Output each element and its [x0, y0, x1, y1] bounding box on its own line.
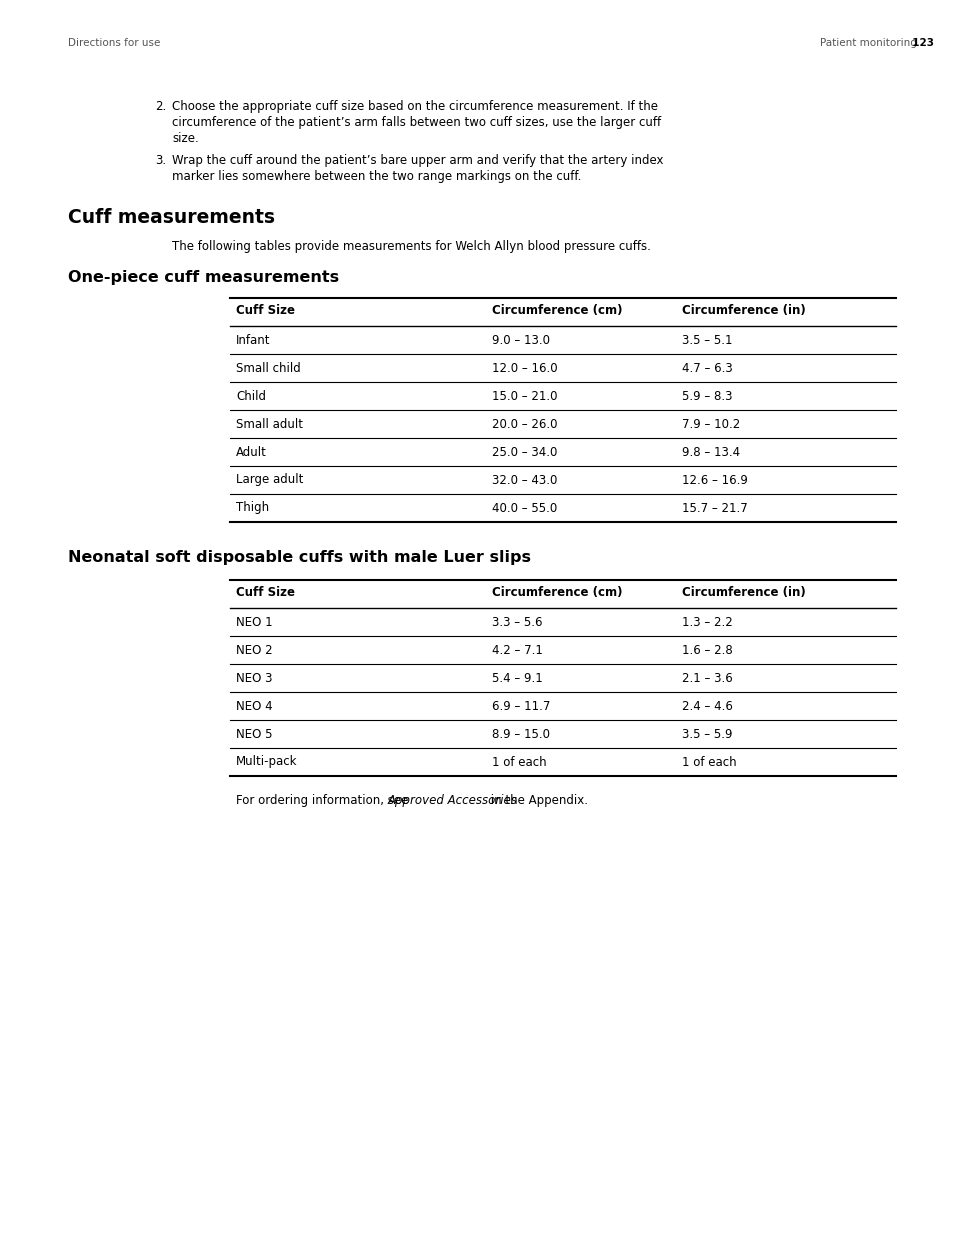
Text: One-piece cuff measurements: One-piece cuff measurements	[68, 270, 338, 285]
Text: Cuff measurements: Cuff measurements	[68, 207, 274, 227]
Text: Infant: Infant	[235, 333, 271, 347]
Text: 25.0 – 34.0: 25.0 – 34.0	[492, 446, 558, 458]
Text: For ordering information, see: For ordering information, see	[235, 794, 412, 806]
Text: 6.9 – 11.7: 6.9 – 11.7	[492, 699, 550, 713]
Text: 9.0 – 13.0: 9.0 – 13.0	[492, 333, 550, 347]
Text: NEO 2: NEO 2	[235, 643, 273, 657]
Text: 1.6 – 2.8: 1.6 – 2.8	[681, 643, 732, 657]
Text: 3.: 3.	[154, 154, 166, 167]
Text: 5.4 – 9.1: 5.4 – 9.1	[492, 672, 542, 684]
Text: 4.7 – 6.3: 4.7 – 6.3	[681, 362, 732, 374]
Text: Circumference (cm): Circumference (cm)	[492, 587, 622, 599]
Text: Circumference (in): Circumference (in)	[681, 587, 805, 599]
Text: 15.7 – 21.7: 15.7 – 21.7	[681, 501, 747, 515]
Text: 12.6 – 16.9: 12.6 – 16.9	[681, 473, 747, 487]
Text: Patient monitoring: Patient monitoring	[820, 38, 916, 48]
Text: Small adult: Small adult	[235, 417, 303, 431]
Text: 1 of each: 1 of each	[492, 756, 546, 768]
Text: 12.0 – 16.0: 12.0 – 16.0	[492, 362, 558, 374]
Text: Circumference (cm): Circumference (cm)	[492, 304, 622, 317]
Text: size.: size.	[172, 132, 198, 144]
Text: 1.3 – 2.2: 1.3 – 2.2	[681, 615, 732, 629]
Text: Circumference (in): Circumference (in)	[681, 304, 805, 317]
Text: Wrap the cuff around the patient’s bare upper arm and verify that the artery ind: Wrap the cuff around the patient’s bare …	[172, 154, 662, 167]
Text: Choose the appropriate cuff size based on the circumference measurement. If the: Choose the appropriate cuff size based o…	[172, 100, 658, 112]
Text: 2.4 – 4.6: 2.4 – 4.6	[681, 699, 732, 713]
Text: NEO 5: NEO 5	[235, 727, 273, 741]
Text: Cuff Size: Cuff Size	[235, 587, 294, 599]
Text: 8.9 – 15.0: 8.9 – 15.0	[492, 727, 550, 741]
Text: in the Appendix.: in the Appendix.	[487, 794, 588, 806]
Text: 3.3 – 5.6: 3.3 – 5.6	[492, 615, 542, 629]
Text: The following tables provide measurements for Welch Allyn blood pressure cuffs.: The following tables provide measurement…	[172, 240, 650, 253]
Text: circumference of the patient’s arm falls between two cuff sizes, use the larger : circumference of the patient’s arm falls…	[172, 116, 660, 128]
Text: NEO 4: NEO 4	[235, 699, 273, 713]
Text: Approved Accessories: Approved Accessories	[387, 794, 517, 806]
Text: 123: 123	[904, 38, 933, 48]
Text: marker lies somewhere between the two range markings on the cuff.: marker lies somewhere between the two ra…	[172, 170, 580, 183]
Text: 2.: 2.	[154, 100, 166, 112]
Text: NEO 3: NEO 3	[235, 672, 273, 684]
Text: 40.0 – 55.0: 40.0 – 55.0	[492, 501, 558, 515]
Text: 2.1 – 3.6: 2.1 – 3.6	[681, 672, 732, 684]
Text: 5.9 – 8.3: 5.9 – 8.3	[681, 389, 732, 403]
Text: 7.9 – 10.2: 7.9 – 10.2	[681, 417, 740, 431]
Text: Directions for use: Directions for use	[68, 38, 160, 48]
Text: Neonatal soft disposable cuffs with male Luer slips: Neonatal soft disposable cuffs with male…	[68, 550, 531, 564]
Text: Adult: Adult	[235, 446, 267, 458]
Text: Large adult: Large adult	[235, 473, 303, 487]
Text: 4.2 – 7.1: 4.2 – 7.1	[492, 643, 542, 657]
Text: Child: Child	[235, 389, 266, 403]
Text: 3.5 – 5.9: 3.5 – 5.9	[681, 727, 732, 741]
Text: 20.0 – 26.0: 20.0 – 26.0	[492, 417, 558, 431]
Text: 1 of each: 1 of each	[681, 756, 736, 768]
Text: 3.5 – 5.1: 3.5 – 5.1	[681, 333, 732, 347]
Text: 9.8 – 13.4: 9.8 – 13.4	[681, 446, 740, 458]
Text: 15.0 – 21.0: 15.0 – 21.0	[492, 389, 558, 403]
Text: 32.0 – 43.0: 32.0 – 43.0	[492, 473, 558, 487]
Text: Multi-pack: Multi-pack	[235, 756, 297, 768]
Text: NEO 1: NEO 1	[235, 615, 273, 629]
Text: Small child: Small child	[235, 362, 300, 374]
Text: Thigh: Thigh	[235, 501, 269, 515]
Text: Cuff Size: Cuff Size	[235, 304, 294, 317]
